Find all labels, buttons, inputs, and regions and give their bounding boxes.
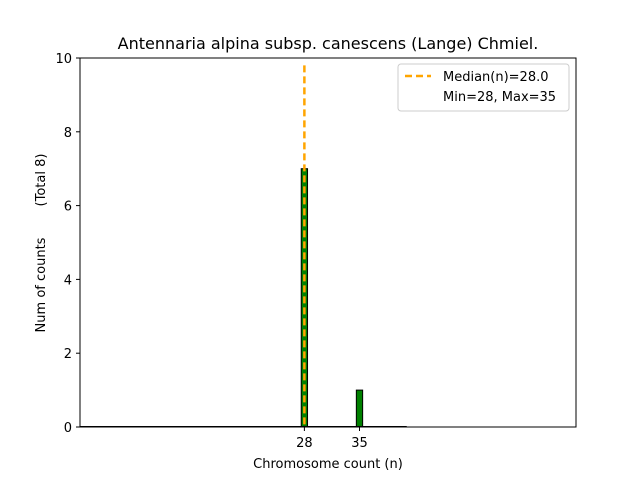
legend: Median(n)=28.0 Min=28, Max=35 (397, 63, 570, 112)
y-tick-label-10: 10 (55, 52, 72, 67)
legend-box (397, 63, 570, 112)
y-axis-label: Num of counts (34, 237, 49, 332)
y-axis-total-note: (Total 8) (34, 154, 49, 207)
plot-area (80, 65, 407, 428)
y-tick-label-2: 2 (64, 347, 72, 362)
y-axis: 0 2 4 6 8 10 (55, 52, 80, 436)
legend-median-label: Median(n)=28.0 (443, 70, 549, 85)
chart-title: Antennaria alpina subsp. canescens (Lang… (118, 34, 539, 53)
x-axis: 28 35 (296, 427, 368, 451)
x-tick-label-35: 35 (351, 436, 368, 451)
y-tick-label-4: 4 (64, 273, 72, 288)
legend-range-label: Min=28, Max=35 (443, 90, 556, 105)
x-tick-label-28: 28 (296, 436, 313, 451)
x-axis-label: Chromosome count (n) (253, 457, 403, 472)
y-tick-label-0: 0 (64, 421, 72, 436)
y-tick-label-6: 6 (64, 200, 72, 215)
plot-frame (79, 57, 577, 428)
bar-35 (355, 389, 364, 428)
y-tick-label-8: 8 (64, 126, 72, 141)
